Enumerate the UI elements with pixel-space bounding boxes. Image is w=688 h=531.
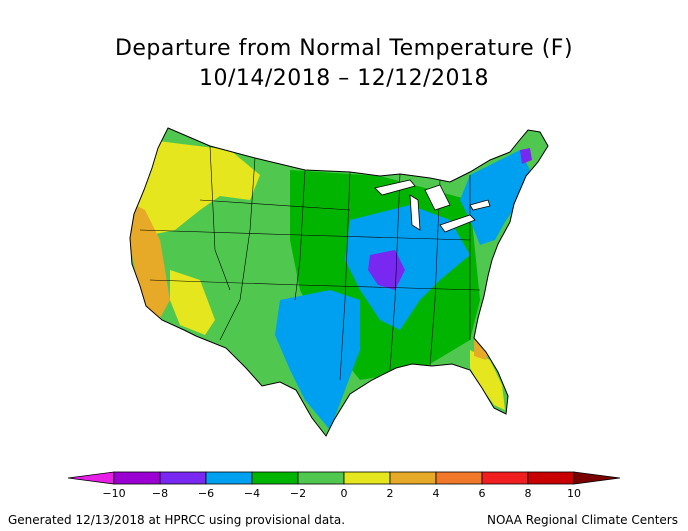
region-arizona (170, 270, 215, 335)
region-west-coast (130, 200, 170, 318)
colorbar-segment (343, 471, 391, 485)
colorbar-tick-label: 6 (479, 487, 486, 500)
colorbar-segment (297, 471, 345, 485)
temperature-shading (130, 128, 548, 436)
map-title: Departure from Normal Temperature (F) (114, 36, 574, 61)
great-lakes (374, 179, 491, 233)
region-texas-blue (275, 290, 360, 430)
colorbar-segment (481, 471, 529, 485)
colorbar-segment (435, 471, 483, 485)
region-maine-purple (520, 148, 532, 164)
colorbar-tick-label: −4 (244, 487, 260, 500)
colorbar-tick-label: −6 (198, 487, 214, 500)
colorbar-segment (527, 471, 575, 485)
colorbar-tick-label: −2 (290, 487, 306, 500)
map-subtitle: 10/14/2018 – 12/12/2018 (198, 66, 490, 91)
footer-source: NOAA Regional Climate Centers (487, 513, 678, 527)
state-boundaries (139, 145, 481, 381)
colorbar-segment (159, 471, 207, 485)
region-northeast-blue (460, 150, 530, 245)
region-midwest-blue (345, 205, 470, 330)
colorbar-arrow-low (67, 471, 115, 485)
footer-generated-note: Generated 12/13/2018 at HPRCC using prov… (8, 513, 346, 527)
colorbar-tick-label: 4 (433, 487, 440, 500)
colorbar-tick-label: 2 (387, 487, 394, 500)
colorbar-segment (251, 471, 299, 485)
colorbar-segment (389, 471, 437, 485)
colorbar-segment (205, 471, 253, 485)
colorbar-tick-label: 8 (525, 487, 532, 500)
colorbar-tick-label: −8 (152, 487, 168, 500)
colorbar-tick-label: 10 (567, 487, 581, 500)
colorbar-tick-label: 0 (341, 487, 348, 500)
colorbar-tick-label: −10 (102, 487, 125, 500)
region-florida (470, 350, 505, 410)
region-northern-rockies (135, 140, 260, 235)
colorbar-arrow-high (573, 471, 621, 485)
colorbar-segment (113, 471, 161, 485)
